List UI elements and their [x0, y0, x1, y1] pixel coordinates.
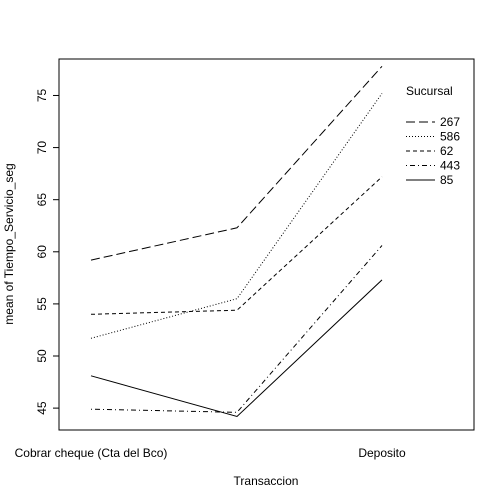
x-axis-label: Transaccion — [234, 474, 299, 488]
y-tick-label: 65 — [35, 193, 49, 207]
legend-label-267: 267 — [440, 115, 460, 129]
legend-label-443: 443 — [440, 159, 460, 173]
y-tick-label: 50 — [35, 349, 49, 363]
legend-label-85: 85 — [440, 173, 454, 187]
y-tick-label: 75 — [35, 88, 49, 102]
y-tick-label: 55 — [35, 297, 49, 311]
y-axis-label: mean of Tiempo_Servicio_seg — [2, 163, 16, 324]
x-tick-label: Deposito — [358, 446, 406, 460]
plot-frame — [58, 58, 475, 431]
series-lines — [90, 65, 383, 418]
series-line-443 — [90, 245, 383, 413]
y-tick-label: 45 — [35, 401, 49, 415]
legend-title: Sucursal — [406, 84, 453, 98]
x-axis: Cobrar cheque (Cta del Bco) Deposito — [15, 446, 406, 460]
y-axis: 45 50 55 60 65 70 75 — [35, 88, 59, 415]
legend-label-62: 62 — [440, 144, 454, 158]
x-tick-label: Cobrar cheque (Cta del Bco) — [15, 446, 168, 460]
series-line-267 — [90, 65, 383, 261]
y-tick-label: 60 — [35, 245, 49, 259]
series-line-586 — [90, 93, 383, 339]
series-line-62 — [90, 176, 383, 315]
y-tick-label: 70 — [35, 141, 49, 155]
series-line-85 — [90, 279, 383, 418]
legend-label-586: 586 — [440, 130, 460, 144]
